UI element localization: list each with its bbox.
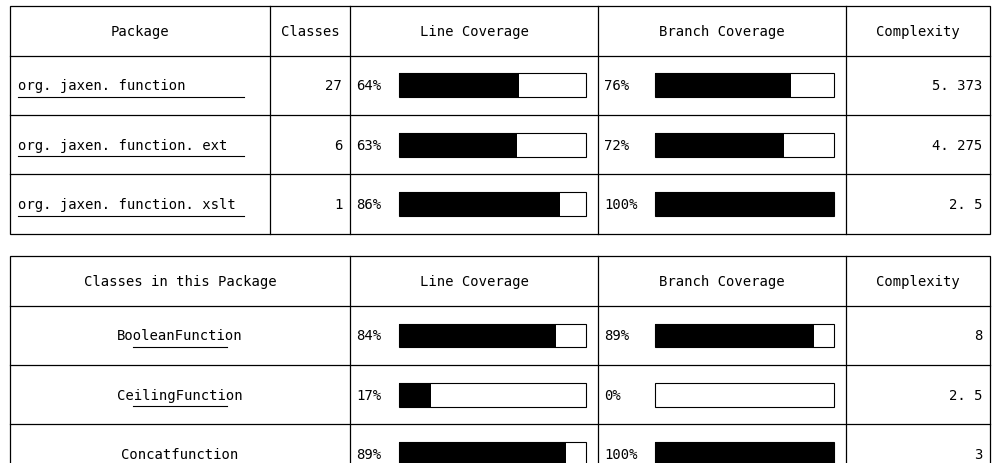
Bar [399, 74, 586, 98]
Bar [655, 442, 834, 463]
Text: 72%: 72% [604, 138, 629, 152]
Text: 8: 8 [974, 329, 982, 343]
Text: 100%: 100% [604, 447, 637, 461]
Text: BooleanFunction: BooleanFunction [117, 329, 243, 343]
Text: org. jaxen. function. xslt: org. jaxen. function. xslt [18, 198, 236, 212]
Text: 17%: 17% [356, 388, 381, 402]
Bar [655, 324, 834, 348]
Bar [399, 193, 586, 217]
Text: Classes in this Package: Classes in this Package [84, 274, 276, 288]
Text: Line Coverage: Line Coverage [420, 25, 528, 39]
Text: 84%: 84% [356, 329, 381, 343]
Bar [399, 324, 556, 348]
Text: org. jaxen. function. ext: org. jaxen. function. ext [18, 138, 227, 152]
Bar [655, 133, 784, 157]
Bar [399, 74, 519, 98]
Text: 63%: 63% [356, 138, 381, 152]
Bar [10, 257, 990, 463]
Text: Line Coverage: Line Coverage [420, 274, 528, 288]
Text: Concatfunction: Concatfunction [121, 447, 239, 461]
Text: Branch Coverage: Branch Coverage [659, 274, 785, 288]
Bar [399, 442, 586, 463]
Text: 86%: 86% [356, 198, 381, 212]
Bar [399, 133, 517, 157]
Text: 1: 1 [334, 198, 342, 212]
Bar [655, 133, 834, 157]
Text: org. jaxen. function: org. jaxen. function [18, 79, 185, 93]
Text: 3: 3 [974, 447, 982, 461]
Bar [655, 324, 814, 348]
Bar [655, 193, 834, 217]
Text: Package: Package [111, 25, 169, 39]
Text: 5. 373: 5. 373 [932, 79, 982, 93]
Text: Complexity: Complexity [876, 25, 960, 39]
Bar [655, 442, 834, 463]
Text: 76%: 76% [604, 79, 629, 93]
Bar [399, 442, 566, 463]
Bar [399, 383, 586, 407]
Text: Classes: Classes [281, 25, 339, 39]
Text: 0%: 0% [604, 388, 621, 402]
Bar [10, 7, 990, 234]
Bar [655, 193, 834, 217]
Text: 4. 275: 4. 275 [932, 138, 982, 152]
Text: CeilingFunction: CeilingFunction [117, 388, 243, 402]
Text: 89%: 89% [604, 329, 629, 343]
Text: 2. 5: 2. 5 [949, 388, 982, 402]
Bar [655, 383, 834, 407]
Text: Branch Coverage: Branch Coverage [659, 25, 785, 39]
Text: 6: 6 [334, 138, 342, 152]
Bar [655, 74, 791, 98]
Text: 100%: 100% [604, 198, 637, 212]
Text: 2. 5: 2. 5 [949, 198, 982, 212]
Bar [399, 193, 560, 217]
Bar [655, 74, 834, 98]
Text: 64%: 64% [356, 79, 381, 93]
Bar [399, 324, 586, 348]
Text: 89%: 89% [356, 447, 381, 461]
Text: 27: 27 [325, 79, 342, 93]
Text: Complexity: Complexity [876, 274, 960, 288]
Bar [399, 383, 431, 407]
Bar [399, 133, 586, 157]
